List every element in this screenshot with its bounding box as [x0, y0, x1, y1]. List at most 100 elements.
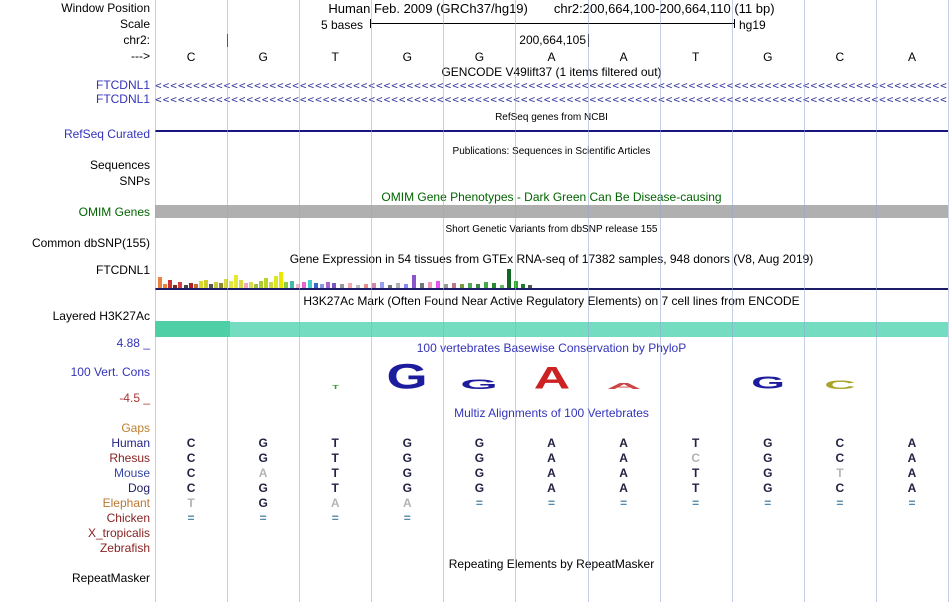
- species-label-human[interactable]: Human: [111, 436, 150, 450]
- track-label-scale[interactable]: Scale: [119, 17, 150, 31]
- alignment-base: G: [258, 436, 268, 450]
- species-label-elephant[interactable]: Elephant: [102, 496, 150, 510]
- gtex-expression-bar: [296, 284, 300, 288]
- track-title-h3k27ac[interactable]: H3K27Ac Mark (Often Found Near Active Re…: [303, 294, 800, 308]
- alignment-base: C: [835, 451, 845, 465]
- track-title-gencode[interactable]: GENCODE V49lift37 (1 items filtered out): [441, 65, 662, 79]
- alignment-base: G: [474, 481, 485, 495]
- track-title-multiz[interactable]: Multiz Alignments of 100 Vertebrates: [454, 406, 649, 420]
- gtex-expression-bar: [279, 272, 283, 288]
- alignment-base: A: [619, 451, 628, 465]
- species-label-x_tropicalis[interactable]: X_tropicalis: [87, 526, 150, 540]
- alignment-base: C: [835, 481, 845, 495]
- gtex-expression-bar: [249, 282, 253, 288]
- track-label-layered-h3k27ac[interactable]: Layered H3K27Ac: [52, 309, 150, 323]
- gtex-baseline: [155, 288, 948, 290]
- track-label-chrom[interactable]: chr2:: [123, 33, 150, 47]
- species-label-dog[interactable]: Dog: [127, 481, 150, 495]
- alignment-base: T: [692, 466, 700, 480]
- track-label-snps[interactable]: SNPs: [119, 174, 150, 188]
- gtex-expression-bar: [189, 283, 193, 288]
- track-label-repeatmasker[interactable]: RepeatMasker: [71, 571, 150, 585]
- phylop-logo-letter: A: [531, 360, 573, 395]
- ruler-base: A: [547, 50, 556, 64]
- column-gridline: [588, 0, 589, 602]
- svg-text:A: A: [606, 383, 641, 389]
- track-title-publications[interactable]: Publications: Sequences in Scientific Ar…: [452, 146, 651, 157]
- phylop-logo-letter: G: [385, 357, 429, 396]
- alignment-base: G: [763, 481, 773, 495]
- track-label-gencode-ftcdnl1-2[interactable]: FTCDNL1: [95, 92, 150, 106]
- track-title-gtex[interactable]: Gene Expression in 54 tissues from GTEx …: [289, 252, 814, 266]
- svg-text:G: G: [387, 363, 428, 389]
- track-label-omim-genes[interactable]: OMIM Genes: [78, 205, 150, 219]
- species-label-mouse[interactable]: Mouse: [113, 466, 150, 480]
- track-label-vert-cons[interactable]: 100 Vert. Cons: [70, 365, 150, 379]
- alignment-base: =: [836, 496, 844, 510]
- alignment-base: G: [402, 451, 412, 465]
- column-gridline: [443, 0, 444, 602]
- alignment-base: =: [331, 511, 339, 525]
- alignment-base: G: [402, 466, 412, 480]
- alignment-base: T: [331, 451, 339, 465]
- track-label-sequences[interactable]: Sequences: [89, 158, 150, 172]
- track-label-gtex-ftcdnl1[interactable]: FTCDNL1: [95, 263, 150, 277]
- track-label-window-position[interactable]: Window Position: [61, 1, 150, 15]
- species-label-rhesus[interactable]: Rhesus: [109, 451, 150, 465]
- alignment-base: G: [258, 451, 268, 465]
- ruler-base: G: [474, 50, 485, 64]
- alignment-base: C: [691, 451, 701, 465]
- ruler-base: G: [402, 50, 412, 64]
- column-gridline: [227, 0, 228, 602]
- gtex-expression-bar: [194, 284, 198, 288]
- alignment-base: =: [187, 511, 195, 525]
- track-title-refseq[interactable]: RefSeq genes from NCBI: [495, 112, 608, 123]
- phylop-logo-letter: G: [459, 377, 499, 392]
- track-title-dbsnp[interactable]: Short Genetic Variants from dbSNP releas…: [445, 224, 658, 235]
- ruler-base: T: [331, 50, 339, 64]
- alignment-base: G: [763, 466, 773, 480]
- alignment-base: =: [764, 496, 772, 510]
- gtex-expression-bar: [163, 284, 167, 288]
- gtex-expression-bar: [514, 281, 518, 288]
- alignment-base: A: [258, 466, 268, 480]
- gencode-transcript-arrows: <<<<<<<<<<<<<<<<<<<<<<<<<<<<<<<<<<<<<<<<…: [155, 93, 948, 106]
- track-label-cons-min[interactable]: -4.5 _: [119, 391, 150, 405]
- track-label-strand-arrow[interactable]: --->: [131, 49, 150, 63]
- phylop-logo-letter: C: [822, 378, 858, 392]
- gtex-expression-bar: [528, 285, 532, 288]
- alignment-base: C: [186, 466, 196, 480]
- gtex-expression-bar: [412, 275, 416, 288]
- ruler-base: C: [186, 50, 196, 64]
- gtex-expression-bar: [348, 283, 352, 288]
- ruler-base: A: [907, 50, 916, 64]
- gtex-expression-bar: [364, 284, 368, 288]
- h3k27ac-signal-bar: [155, 321, 230, 337]
- track-label-cons-max[interactable]: 4.88 _: [116, 336, 150, 350]
- gtex-expression-bar: [420, 283, 424, 288]
- alignment-base: A: [907, 466, 917, 480]
- gtex-expression-bar: [158, 277, 162, 288]
- gtex-expression-bar: [521, 284, 525, 288]
- species-label-chicken[interactable]: Chicken: [106, 511, 150, 525]
- alignment-base: T: [836, 466, 844, 480]
- alignment-base: A: [619, 481, 628, 495]
- track-title-repeatmasker[interactable]: Repeating Elements by RepeatMasker: [448, 557, 655, 571]
- species-label-gaps[interactable]: Gaps: [121, 421, 150, 435]
- genome-build-label: hg19: [739, 18, 766, 32]
- phylop-logo-letter: A: [604, 382, 644, 391]
- track-label-refseq-curated[interactable]: RefSeq Curated: [63, 127, 150, 141]
- gtex-expression-bar: [507, 269, 511, 288]
- alignment-base: G: [258, 481, 268, 495]
- alignment-base: =: [475, 496, 483, 510]
- track-label-common-dbsnp[interactable]: Common dbSNP(155): [31, 236, 150, 250]
- gtex-expression-bar: [356, 285, 360, 288]
- alignment-base: =: [908, 496, 916, 510]
- species-label-zebrafish[interactable]: Zebrafish: [99, 541, 150, 555]
- track-label-gencode-ftcdnl1-1[interactable]: FTCDNL1: [95, 78, 150, 92]
- alignment-base: =: [547, 496, 556, 510]
- track-title-phylop[interactable]: 100 vertebrates Basewise Conservation by…: [416, 341, 687, 355]
- alignment-base: =: [620, 496, 628, 510]
- track-title-omim[interactable]: OMIM Gene Phenotypes - Dark Green Can Be…: [381, 190, 722, 204]
